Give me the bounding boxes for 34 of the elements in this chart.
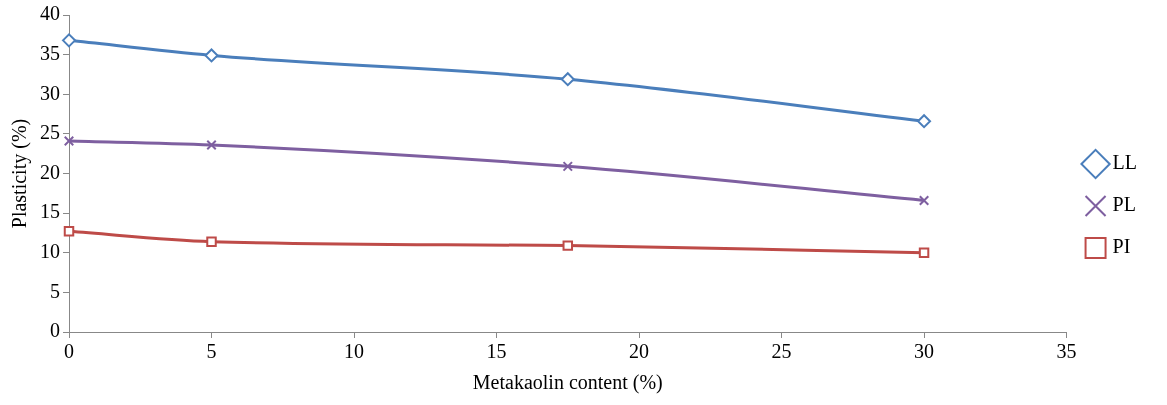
point: [917, 114, 932, 129]
x-tick-label: 15: [486, 340, 507, 363]
legend-label: PI: [1112, 235, 1131, 258]
point: [206, 139, 217, 151]
y-axis-title: Plasticity (%): [8, 118, 32, 229]
point: [62, 33, 76, 48]
point: [560, 72, 575, 87]
y-tick-label: 10: [40, 240, 60, 262]
x-axis-title: Metakaolin content (%): [472, 371, 663, 395]
y-tick-label: 15: [40, 200, 60, 223]
x-tick-label: 0: [64, 340, 74, 363]
point: [918, 247, 930, 258]
x-tick-label: 25: [771, 340, 792, 363]
point: [562, 240, 574, 251]
x-tick-label: 35: [1056, 340, 1077, 363]
point: [918, 195, 930, 206]
point: [63, 135, 75, 147]
y-tick-label: 40: [40, 2, 60, 25]
y-tick-label: 25: [40, 121, 60, 144]
point: [204, 48, 219, 63]
x-tick-label: 10: [344, 340, 365, 363]
legend-label: PL: [1112, 193, 1136, 216]
y-tick-label: 0: [50, 319, 60, 342]
y-tick-label: 20: [40, 160, 60, 183]
y-tick-label: 35: [40, 41, 60, 64]
point: [63, 226, 75, 237]
x-tick-label: 5: [206, 340, 217, 363]
y-tick-label: 30: [40, 81, 60, 104]
x-tick-label: 20: [629, 340, 650, 363]
point: [562, 161, 574, 172]
x-tick-label: 30: [914, 340, 935, 363]
y-tick-label: 5: [50, 279, 60, 302]
legend-label: LL: [1112, 151, 1137, 174]
point: [206, 236, 217, 247]
